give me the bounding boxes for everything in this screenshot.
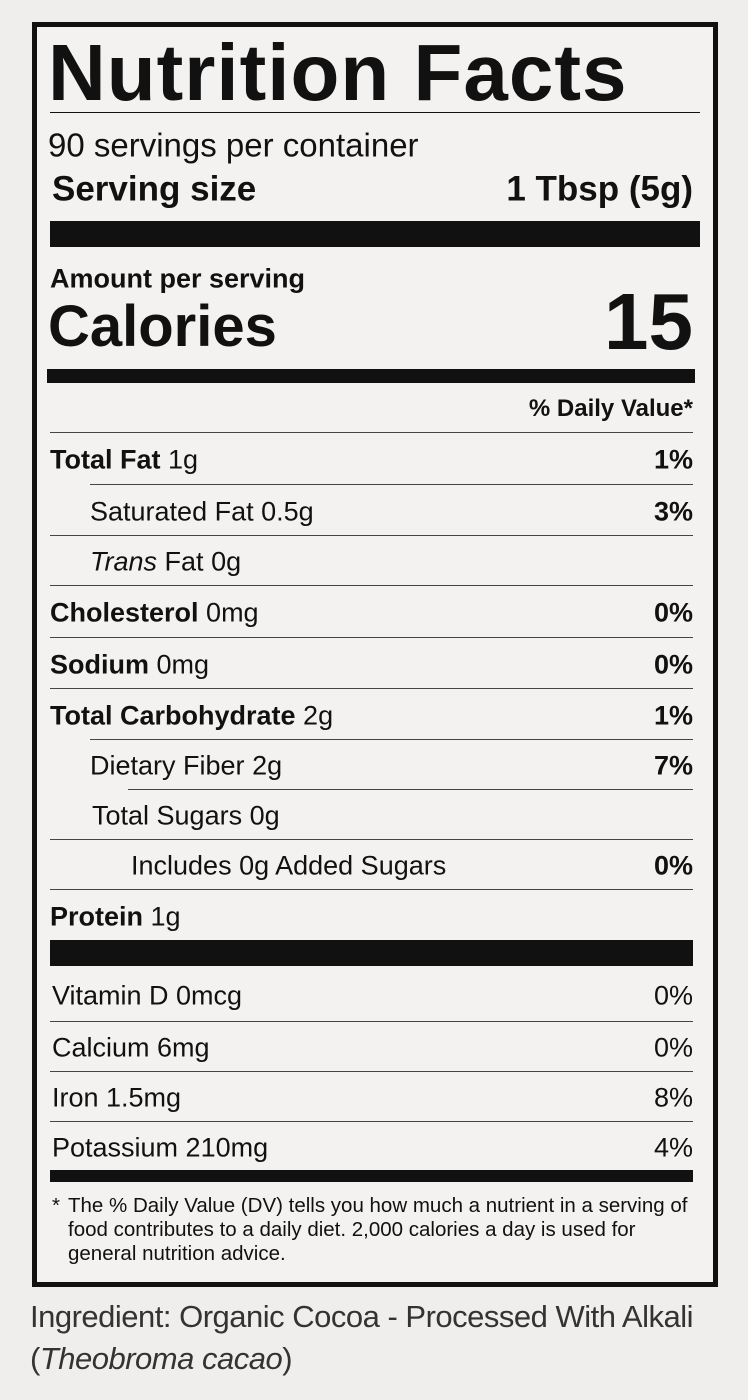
rule xyxy=(90,739,693,740)
nutrient: Total Fat 1g xyxy=(50,444,199,475)
nutrient: Protein 1g xyxy=(50,903,181,930)
rule xyxy=(50,112,700,113)
ingredients: Ingredient: Organic Cocoa - Processed Wi… xyxy=(30,1296,730,1380)
nutrient-amount: 0g xyxy=(211,546,242,577)
nutrient-name: Dietary Fiber xyxy=(90,750,245,781)
nutrient-name: Protein xyxy=(50,901,144,931)
nutrient-dv: 1% xyxy=(653,700,693,730)
nutrient-name: Total Carbohydrate xyxy=(50,700,296,730)
medium-bar xyxy=(50,1170,693,1182)
vitamin-dv: 0% xyxy=(653,980,693,1010)
nutrient-amount: 1g xyxy=(168,444,199,475)
nutrient: Saturated Fat 0.5g xyxy=(90,498,314,525)
serving-size-label: Serving size xyxy=(52,169,257,209)
nutrient: Cholesterol 0mg xyxy=(50,597,259,628)
ingredients-text: Ingredient: Organic Cocoa - Processed Wi… xyxy=(30,1299,693,1376)
footnote-mark: * xyxy=(52,1194,60,1217)
rule xyxy=(128,789,693,790)
nutrient-amount: 2g xyxy=(252,750,283,781)
nutrient-amount: 2g xyxy=(303,700,334,730)
vitamin-dv: 8% xyxy=(653,1082,693,1113)
rule xyxy=(50,1071,693,1072)
thick-bar xyxy=(50,221,700,247)
nutrient-name: Cholesterol xyxy=(50,597,199,628)
nutrient-amount: 0.5g xyxy=(261,496,314,526)
nutrient-dv: 0% xyxy=(653,649,693,679)
vitamin: Iron 1.5mg xyxy=(52,1082,182,1113)
nutrient-amount: 0mg xyxy=(206,597,259,628)
nutrient-name: Fat xyxy=(164,546,204,577)
rule xyxy=(50,637,693,638)
nutrient-name: Total Sugars xyxy=(92,800,243,831)
nutrient-amount: 0mg xyxy=(156,649,210,679)
nutrient: Trans Fat 0g xyxy=(90,546,242,577)
serving-size: 1 Tbsp (5g) xyxy=(506,169,693,209)
rule xyxy=(50,432,693,433)
calories-value: 15 xyxy=(604,277,693,366)
rule xyxy=(50,1021,693,1022)
medium-bar xyxy=(47,369,695,383)
nutrient-name: Total Fat xyxy=(50,444,161,475)
rule xyxy=(50,535,693,536)
nutrient-name: Saturated Fat xyxy=(90,496,254,526)
nutrient-name-italic: Trans xyxy=(90,546,158,577)
nutrient: Total Sugars 0g xyxy=(92,800,280,831)
dv-header: % Daily Value* xyxy=(528,395,693,422)
rule xyxy=(50,1121,693,1122)
vitamin-dv: 4% xyxy=(653,1132,693,1162)
nutrient-dv: 3% xyxy=(653,496,693,526)
footnote: The % Daily Value (DV) tells you how muc… xyxy=(68,1194,688,1265)
vitamin: Potassium 210mg xyxy=(52,1132,269,1162)
nutrient-amount: 1g xyxy=(150,901,181,931)
calories-label: Calories xyxy=(48,294,277,359)
vitamin: Calcium 6mg xyxy=(52,1032,210,1063)
nutrient-dv: 0% xyxy=(653,850,693,881)
nutrient-name: Sodium xyxy=(50,649,149,679)
nutrient: Dietary Fiber 2g xyxy=(90,750,283,781)
vitamin-dv: 0% xyxy=(653,1032,693,1063)
rule xyxy=(50,585,693,586)
ingredients-latin: Theobroma cacao xyxy=(39,1341,283,1376)
amount-per-serving: Amount per serving xyxy=(50,263,306,294)
nutrient-dv: 0% xyxy=(653,597,693,628)
nutrient-name: Includes 0g Added Sugars xyxy=(131,850,447,881)
servings: 90 servings per container xyxy=(48,126,419,164)
vitamin: Vitamin D 0mcg xyxy=(52,980,243,1010)
nutrient-dv: 1% xyxy=(653,444,693,475)
thick-bar xyxy=(50,940,693,966)
nutrient: Includes 0g Added Sugars xyxy=(131,850,447,881)
rule xyxy=(50,688,693,689)
rule xyxy=(90,484,693,485)
nutrient: Sodium 0mg xyxy=(50,651,209,678)
nutrient: Total Carbohydrate 2g xyxy=(50,702,333,729)
ingredients-close: ) xyxy=(282,1341,293,1376)
nutrient-dv: 7% xyxy=(653,750,693,781)
rule xyxy=(50,889,693,890)
rule xyxy=(50,839,693,840)
nutrient-amount: 0g xyxy=(249,800,280,831)
title: Nutrition Facts xyxy=(48,28,628,117)
